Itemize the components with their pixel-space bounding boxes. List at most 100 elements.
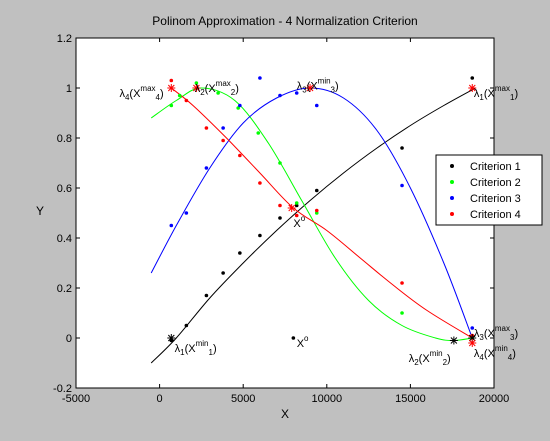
point-criterion-2 bbox=[256, 131, 261, 135]
annotation-sup: o bbox=[301, 214, 306, 223]
point-criterion-3 bbox=[204, 166, 209, 170]
annotation-main: X bbox=[297, 338, 305, 350]
point-criterion-4 bbox=[278, 203, 282, 208]
annotation-sub: 3 bbox=[302, 86, 307, 95]
point-criterion-1 bbox=[278, 216, 282, 220]
annotation-paren-close: ) bbox=[514, 328, 518, 340]
annotation-sup-sub: 3 bbox=[510, 333, 515, 342]
annotation-main: λ bbox=[409, 353, 415, 365]
x-tick-label: 0 bbox=[157, 393, 163, 405]
point-criterion-4 bbox=[169, 78, 174, 83]
point-criterion-2 bbox=[314, 211, 319, 215]
point-criterion-4 bbox=[221, 138, 225, 143]
star-marker bbox=[306, 84, 315, 92]
annotation-main: λ bbox=[175, 343, 181, 355]
annotation-label: λ4(Xmax4) bbox=[119, 84, 163, 102]
point-criterion-3 bbox=[278, 93, 282, 98]
x-tick-label: 20000 bbox=[479, 393, 510, 405]
y-tick-label: 1.2 bbox=[57, 33, 72, 45]
annotation-sub: 4 bbox=[479, 353, 484, 362]
y-tick-label: 0.6 bbox=[57, 183, 72, 195]
x-tick-label: 10000 bbox=[312, 393, 343, 405]
annotation-label: λ4(Xmin4) bbox=[474, 344, 516, 362]
point-criterion-1 bbox=[470, 76, 475, 80]
point-criterion-3 bbox=[184, 211, 189, 215]
annotation-paren-close: ) bbox=[512, 348, 516, 360]
point-criterion-1 bbox=[204, 293, 209, 298]
curve-criterion-4 bbox=[170, 87, 473, 339]
annotation-sup: min bbox=[430, 349, 443, 358]
point-criterion-1 bbox=[314, 188, 319, 193]
star-marker bbox=[468, 339, 477, 347]
y-axis-label: Y bbox=[36, 204, 44, 218]
annotation-main: λ bbox=[119, 88, 125, 100]
point-criterion-1 bbox=[221, 271, 225, 275]
annotation-paren-open: (X bbox=[205, 83, 217, 95]
annotation-sup-sub: 1 bbox=[208, 348, 213, 357]
annotation-sup-sub: 1 bbox=[510, 93, 515, 102]
legend-marker-criterion-2 bbox=[450, 180, 454, 184]
annotation-sup: max bbox=[495, 324, 510, 333]
point-criterion-2 bbox=[400, 311, 404, 315]
point-criterion-3 bbox=[470, 326, 475, 330]
annotation-label: λ2(Xmin2) bbox=[409, 349, 451, 367]
annotation-sup: max bbox=[495, 84, 510, 93]
annotation-label: λ3(Xmin3) bbox=[297, 77, 339, 95]
legend-label-criterion-2: Criterion 2 bbox=[470, 177, 521, 189]
annotation-paren-close: ) bbox=[160, 88, 164, 100]
point-criterion-4 bbox=[238, 153, 242, 158]
annotation-sup: max bbox=[216, 79, 231, 88]
legend-label-criterion-3: Criterion 3 bbox=[470, 193, 521, 205]
annotation-paren-open: (X bbox=[484, 328, 496, 340]
annotation-paren-close: ) bbox=[447, 353, 451, 365]
annotation-label: λ3(Xmax3) bbox=[474, 324, 518, 342]
point-criterion-1 bbox=[258, 233, 262, 238]
y-tick-label: 1 bbox=[66, 83, 72, 95]
star-marker bbox=[287, 204, 296, 212]
star-marker bbox=[468, 84, 477, 92]
point-criterion-4 bbox=[314, 208, 319, 213]
annotation-label: λ1(Xmax1) bbox=[474, 84, 518, 102]
curve-criterion-1 bbox=[150, 87, 476, 364]
annotations: λ4(Xmax4) λ2(Xmax2) λ3(Xmin3)λ1(Xmax1)Xoλ1… bbox=[119, 77, 518, 368]
y-tick-label: 0.8 bbox=[57, 133, 72, 145]
annotation-paren-close: ) bbox=[235, 83, 239, 95]
star-marker bbox=[167, 334, 176, 342]
y-tick-label: -0.2 bbox=[53, 383, 72, 395]
point-criterion-3 bbox=[400, 183, 404, 188]
point-criterion-1 bbox=[238, 251, 242, 255]
annotation-label: λ2(Xmax2) bbox=[195, 79, 239, 97]
annotation-sub: 3 bbox=[479, 333, 484, 342]
annotation-main: λ bbox=[195, 83, 201, 95]
annotation-main: X bbox=[293, 218, 301, 230]
annotation-sup-sub: 4 bbox=[156, 93, 161, 102]
annotation-sup-sub: 3 bbox=[331, 86, 336, 95]
star-marker bbox=[468, 334, 477, 342]
point-criterion-2 bbox=[216, 91, 220, 95]
x-tick-label: 15000 bbox=[395, 393, 426, 405]
star-marker bbox=[167, 84, 176, 92]
point-criterion-4 bbox=[204, 126, 209, 130]
x-axis-label: X bbox=[281, 407, 289, 421]
annotation-sub: 2 bbox=[414, 358, 419, 367]
plot-area bbox=[75, 37, 495, 389]
annotation-paren-close: ) bbox=[213, 343, 217, 355]
legend-label-criterion-4: Criterion 4 bbox=[470, 209, 521, 221]
x-tick-label: 5000 bbox=[231, 393, 255, 405]
chart-title: Polinom Approximation - 4 Normalization … bbox=[152, 14, 417, 28]
legend: Criterion 1 Criterion 2 Criterion 3 Criteri… bbox=[435, 154, 543, 226]
point-criterion-4 bbox=[258, 181, 262, 185]
y-tick-label: 0 bbox=[66, 333, 72, 345]
point-x-origin bbox=[291, 336, 296, 340]
annotation-sup: o bbox=[304, 334, 309, 343]
star-markers bbox=[167, 84, 477, 347]
legend-marker-criterion-1 bbox=[450, 164, 454, 168]
annotation-paren-open: (X bbox=[419, 353, 431, 365]
point-criterion-2 bbox=[278, 161, 282, 165]
annotation-sub: 1 bbox=[180, 348, 185, 357]
annotation-main: λ bbox=[474, 348, 480, 360]
point-criterion-4 bbox=[400, 281, 404, 285]
point-criterion-3 bbox=[314, 103, 319, 108]
annotation-sup-sub: 2 bbox=[443, 358, 448, 367]
point-criterion-4 bbox=[184, 98, 189, 103]
